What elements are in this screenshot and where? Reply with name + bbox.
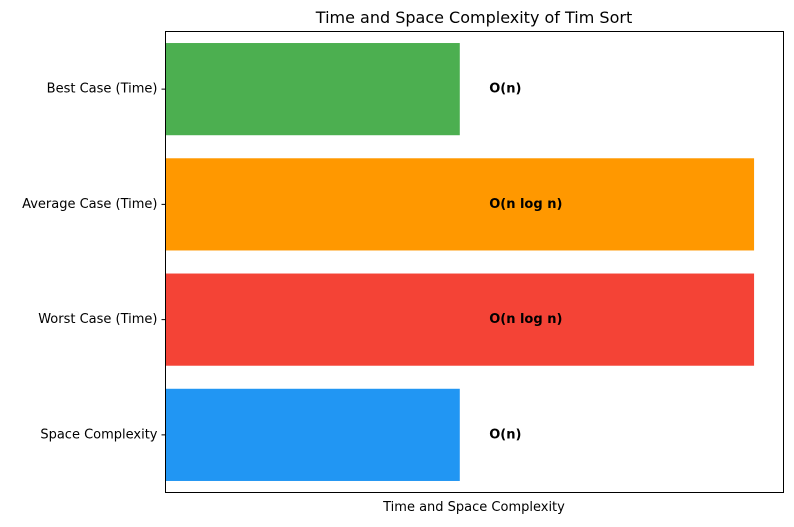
data-labels-group: O(n) O(n log n) O(n log n) O(n) — [489, 82, 562, 443]
y-tick-label: Average Case (Time) — [22, 197, 157, 212]
bars-group — [165, 43, 755, 481]
y-ticks-group: Best Case (Time) Average Case (Time) Worst… — [22, 82, 166, 442]
bar — [165, 273, 755, 366]
bar — [165, 388, 460, 481]
y-tick-label: Space Complexity — [40, 427, 157, 442]
plot-frame — [165, 31, 784, 493]
bar — [165, 43, 460, 136]
data-label: O(n) — [489, 427, 521, 442]
data-label: O(n log n) — [489, 312, 562, 327]
chart-title: Time and Space Complexity of Tim Sort — [315, 8, 632, 27]
x-axis-label: Time and Space Complexity — [382, 500, 565, 515]
y-tick-label: Best Case (Time) — [47, 82, 158, 97]
y-tick-label: Worst Case (Time) — [38, 312, 157, 327]
data-label: O(n log n) — [489, 197, 562, 212]
bar — [165, 158, 755, 251]
data-label: O(n) — [489, 82, 521, 97]
